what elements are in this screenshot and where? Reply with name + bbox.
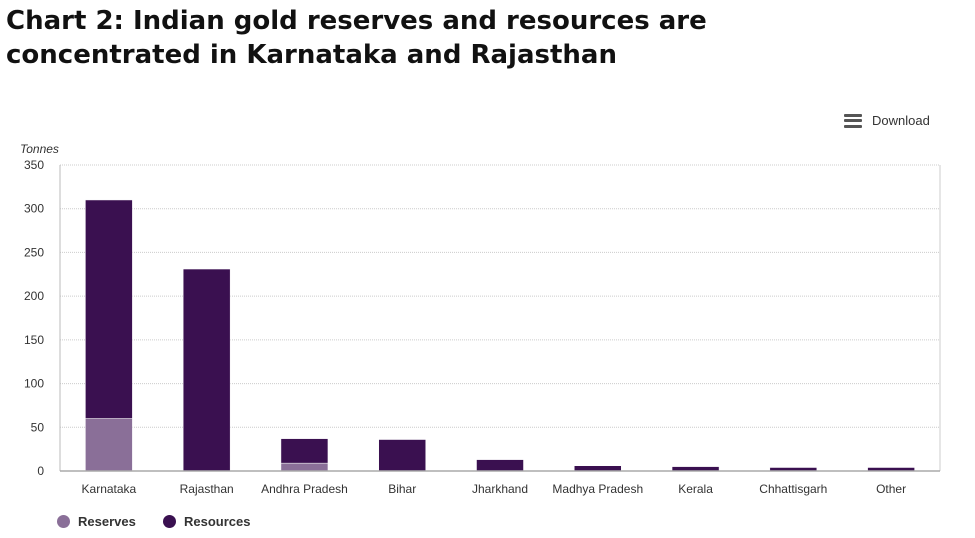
y-tick-label: 350 [24,158,44,172]
bar-resources [280,438,329,464]
y-tick-label: 200 [24,289,44,303]
x-tick-label: Madhya Pradesh [552,482,643,496]
bar-reserves [85,418,133,472]
bar-reserves [280,462,329,472]
y-tick-label: 100 [24,377,44,391]
x-tick-label: Andhra Pradesh [261,482,348,496]
y-tick-label: 0 [37,464,44,478]
legend-marker [163,515,176,528]
y-tick-label: 50 [31,420,45,434]
legend-item-resources[interactable]: Resources [163,514,250,529]
bar-resources [378,439,426,472]
x-tick-label: Bihar [388,482,416,496]
legend-item-reserves[interactable]: Reserves [57,514,136,529]
bar-resources [182,268,231,472]
x-tick-label: Other [876,482,906,496]
bar-resources [574,465,622,472]
download-button[interactable]: Download [844,113,930,128]
y-tick-label: 150 [24,333,44,347]
x-tick-label: Chhattisgarh [759,482,827,496]
y-axis-label: Tonnes [20,142,59,156]
bar-resources [476,459,524,472]
y-tick-label: 250 [24,245,44,259]
legend-label: Resources [184,514,251,529]
chart-title: Chart 2: Indian gold reserves and resour… [6,6,707,70]
x-tick-label: Jharkhand [472,482,528,496]
legend-label: Reserves [78,514,136,529]
x-tick-label: Karnataka [82,482,137,496]
x-tick-label: Rajasthan [180,482,234,496]
y-tick-label: 300 [24,202,44,216]
bar-resources [85,199,133,419]
menu-icon [844,113,862,128]
download-label: Download [872,113,930,128]
x-tick-label: Kerala [678,482,713,496]
legend-marker [57,515,70,528]
